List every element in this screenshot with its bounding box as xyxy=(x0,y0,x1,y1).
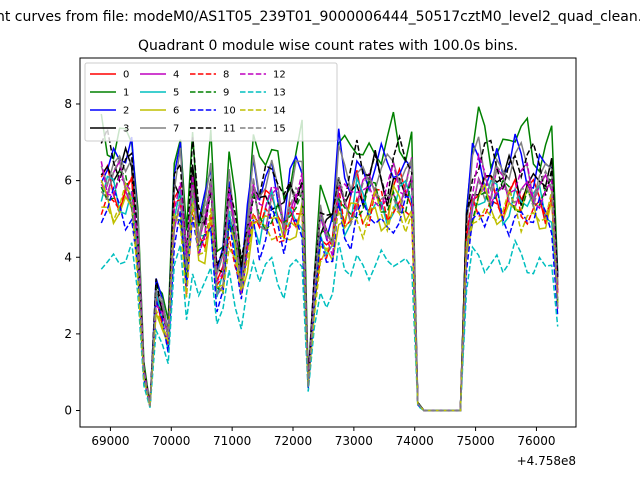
x-tick-label: 72000 xyxy=(274,434,312,448)
legend-box xyxy=(84,62,338,142)
legend-label-1: 1 xyxy=(123,88,129,99)
legend-label-15: 15 xyxy=(273,124,286,135)
series-12-line xyxy=(100,152,559,412)
legend-label-8: 8 xyxy=(223,70,229,81)
series-15-line xyxy=(100,156,559,412)
legend-label-10: 10 xyxy=(223,106,236,117)
legend-label-2: 2 xyxy=(123,106,129,117)
legend-label-4: 4 xyxy=(173,70,179,81)
series-1-line xyxy=(100,106,559,412)
legend-label-6: 6 xyxy=(173,106,179,117)
legend-label-0: 0 xyxy=(123,70,129,81)
y-axis: 0 2 4 6 8 xyxy=(64,97,80,418)
x-tick-label: 74000 xyxy=(396,434,434,448)
x-tick-label: 76000 xyxy=(517,434,555,448)
x-axis: 69000 70000 71000 72000 73000 74000 75000 76000 xyxy=(91,427,556,448)
legend-label-12: 12 xyxy=(273,70,286,81)
y-tick-label: 8 xyxy=(64,97,72,111)
series-14-line xyxy=(101,181,559,412)
legend-label-13: 13 xyxy=(273,88,286,99)
legend-label-9: 9 xyxy=(223,88,229,99)
plot-area-frame xyxy=(79,57,577,428)
x-tick-label: 73000 xyxy=(335,434,373,448)
x-tick-label: 71000 xyxy=(213,434,251,448)
y-tick-label: 4 xyxy=(64,250,72,264)
x-tick-label: 75000 xyxy=(456,434,494,448)
y-tick-label: 2 xyxy=(64,327,72,341)
legend-label-3: 3 xyxy=(123,124,129,135)
x-tick-label: 70000 xyxy=(152,434,190,448)
legend-label-14: 14 xyxy=(273,106,286,117)
legend-label-11: 11 xyxy=(223,124,236,135)
y-tick-label: 0 xyxy=(64,404,72,418)
series-2-line xyxy=(100,128,559,412)
figure-suptitle: Light curves from file: modeM0/AS1T05_23… xyxy=(0,9,640,25)
series-10-line xyxy=(100,185,559,412)
y-tick-label: 6 xyxy=(64,174,72,188)
series-layer xyxy=(100,106,559,412)
x-tick-label: 69000 xyxy=(91,434,129,448)
series-13-line xyxy=(100,238,559,412)
x-offset-label: +4.758e8 xyxy=(517,454,576,468)
legend-label-7: 7 xyxy=(173,124,179,135)
legend-label-5: 5 xyxy=(173,88,179,99)
series-11-line xyxy=(100,126,559,412)
chart-title: Quadrant 0 module wise count rates with … xyxy=(138,38,518,54)
